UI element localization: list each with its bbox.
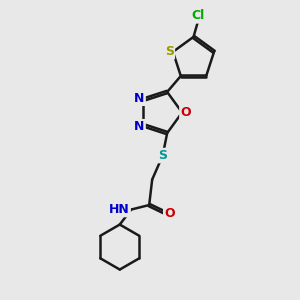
Text: N: N [134,92,145,105]
Text: Cl: Cl [191,9,205,22]
Text: O: O [180,106,191,119]
Text: S: S [165,45,174,58]
Text: O: O [164,207,175,220]
Text: N: N [134,120,145,133]
Text: HN: HN [109,203,130,216]
Text: S: S [158,149,167,162]
